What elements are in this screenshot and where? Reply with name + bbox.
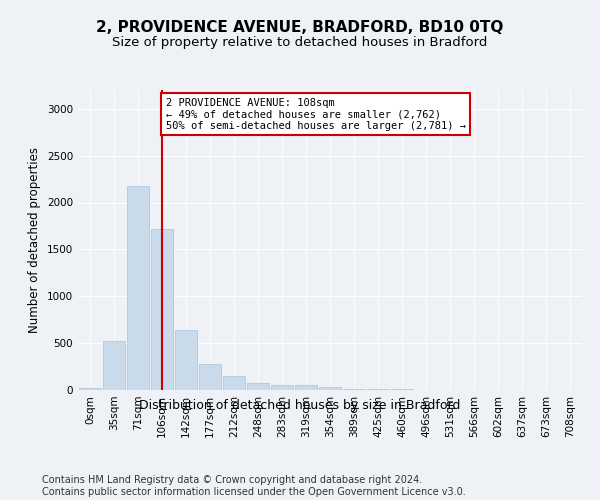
Bar [247,383,269,390]
Y-axis label: Number of detached properties: Number of detached properties [28,147,41,333]
Bar [391,389,413,390]
Bar [151,229,173,390]
Text: Size of property relative to detached houses in Bradford: Size of property relative to detached ho… [112,36,488,49]
Bar [319,387,341,390]
Text: 2 PROVIDENCE AVENUE: 108sqm
← 49% of detached houses are smaller (2,762)
50% of : 2 PROVIDENCE AVENUE: 108sqm ← 49% of det… [166,98,466,130]
Bar [79,388,101,390]
Bar [367,389,389,390]
Bar [175,330,197,390]
Text: Distribution of detached houses by size in Bradford: Distribution of detached houses by size … [139,398,461,411]
Text: 2, PROVIDENCE AVENUE, BRADFORD, BD10 0TQ: 2, PROVIDENCE AVENUE, BRADFORD, BD10 0TQ [97,20,503,35]
Bar [295,386,317,390]
Bar [103,341,125,390]
Bar [127,186,149,390]
Bar [343,388,365,390]
Bar [199,364,221,390]
Text: Contains HM Land Registry data © Crown copyright and database right 2024.
Contai: Contains HM Land Registry data © Crown c… [42,475,466,496]
Bar [223,376,245,390]
Bar [271,385,293,390]
